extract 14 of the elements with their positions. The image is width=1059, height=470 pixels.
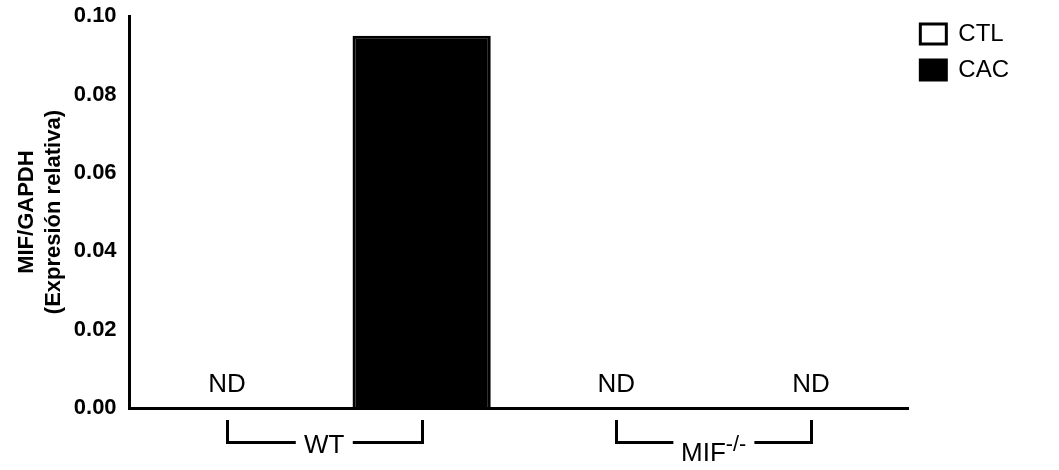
legend-label: CAC (958, 54, 1009, 82)
y-tick-label: 0.08 (73, 80, 117, 106)
x-tick-label: MIF$^{-/-}$ (673, 430, 755, 467)
y-tick-label: 0.10 (73, 2, 117, 28)
text: ND (597, 368, 636, 399)
y-tick-label: 0.02 (73, 315, 117, 341)
x-tick-label: WT (296, 429, 353, 459)
y-tick-label: 0.06 (73, 158, 117, 184)
legend-label: CTL (958, 18, 1004, 46)
text: ND (792, 368, 830, 399)
text: ND (208, 368, 246, 399)
y-tick-label: 0.00 (73, 394, 117, 420)
y-axis-title: MIF/GAPDH (Expresión relativa) (13, 110, 65, 315)
y-tick-label: 0.04 (73, 237, 118, 263)
